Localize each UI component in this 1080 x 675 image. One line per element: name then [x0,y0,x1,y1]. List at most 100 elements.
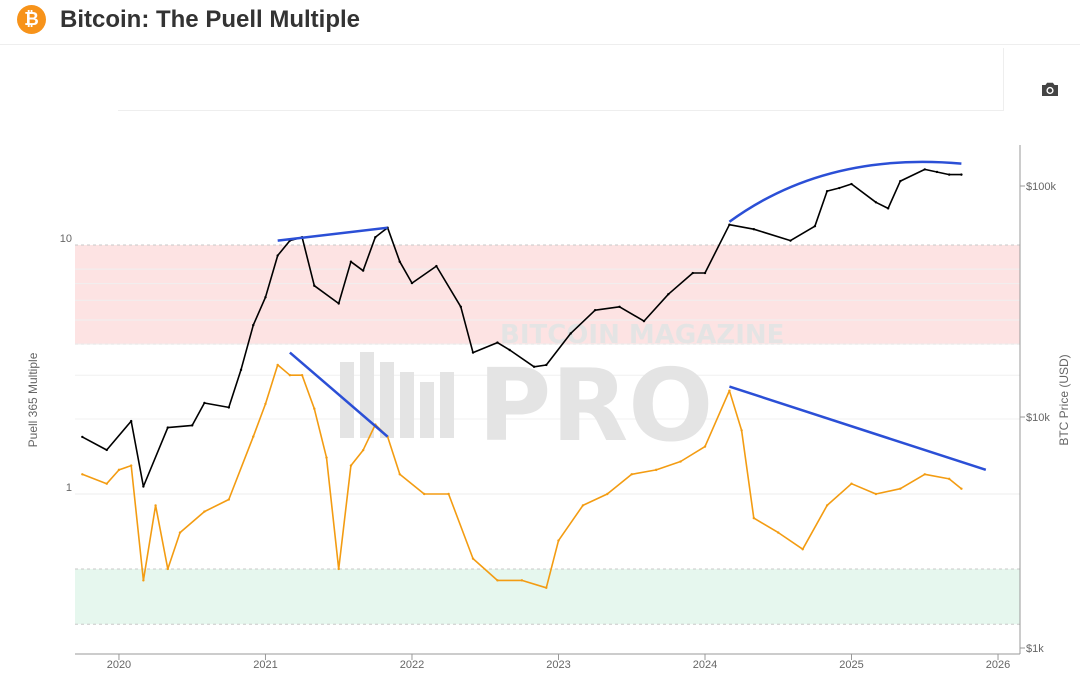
y-left-axis-title: Puell 365 Multiple [26,352,40,447]
btc-price-line [81,168,962,488]
puell-point [361,448,365,452]
bitcoin-icon: ₿ [17,5,46,34]
price-point [618,305,621,308]
puell-point [777,531,780,534]
puell-point [142,579,145,582]
y-right-tick-label: $1k [1026,643,1044,655]
puell-point [825,504,829,507]
puell-point [325,456,328,459]
price-point [313,284,316,287]
watermark-line2: PRO [478,347,713,464]
price-point [227,406,231,409]
price-point [203,401,206,405]
x-tick-label: 2021 [253,659,277,671]
puell-point [606,492,609,496]
price-point [728,223,731,226]
price-point [459,305,463,308]
trendline-1 [277,226,388,242]
price-point [81,435,84,439]
puell-point [300,373,304,377]
price-point [691,271,694,275]
puell-point [154,504,157,507]
price-point [264,296,267,299]
puell-point [496,579,499,582]
price-point [337,302,340,305]
puell-multiple-line [82,364,962,589]
watermark-line1: BITCOIN MAGAZINE [500,320,784,350]
puell-point [252,435,255,438]
price-point [349,260,353,263]
puell-point [105,482,108,485]
puell-point [520,579,524,582]
puell-point [264,402,267,406]
puell-point [203,510,206,513]
price-point [129,419,133,423]
puell-point [227,498,231,501]
puell-point [679,460,682,463]
puell-point [728,389,731,392]
price-point [142,485,145,488]
price-point [361,269,365,272]
price-point [374,236,377,239]
puell-point [276,363,279,367]
band-overheated [75,245,1020,345]
puell-point [557,539,560,542]
page-title: Bitcoin: The Puell Multiple [60,6,360,33]
puell-point [545,586,548,590]
price-point [752,228,756,231]
trendline-4 [729,385,987,472]
price-point [569,332,572,335]
y-right-tick-label: $100k [1026,181,1056,193]
puell-point [630,473,633,476]
trendline-3 [289,351,389,438]
puell-point [117,468,121,472]
price-point [191,424,194,427]
chart-toolbar [118,48,1004,111]
price-point [899,179,902,183]
x-tick-label: 2026 [986,659,1010,671]
puell-point [740,429,743,432]
puell-point [654,468,658,472]
price-point [508,348,511,352]
puell-point [850,482,853,485]
price-point [496,341,499,344]
price-point [960,173,963,176]
price-point [545,363,548,367]
price-point [252,323,255,327]
price-point [923,168,926,171]
puell-point [288,373,292,377]
price-point [435,264,438,268]
header: ₿ Bitcoin: The Puell Multiple [0,0,1080,45]
price-point [703,271,707,275]
price-point [166,426,169,429]
x-tick-label: 2022 [400,659,424,671]
trendline-2 [728,160,962,223]
price-point [593,308,597,312]
puell-point [923,473,926,476]
watermark: BITCOIN MAGAZINE PRO [340,320,784,464]
price-point [398,260,401,263]
price-point [276,254,279,257]
camera-icon[interactable] [1038,78,1062,102]
price-point [789,239,792,242]
puell-point [349,464,353,467]
band-undervalued [75,568,1020,625]
price-point [825,189,829,193]
price-point [471,351,475,354]
x-tick-label: 2024 [693,659,717,671]
price-point [947,173,951,176]
price-point [935,170,939,174]
puell-point [178,531,182,534]
puell-point [899,487,902,490]
puell-point [947,477,951,481]
puell-point [81,473,84,476]
x-tick-label: 2020 [107,659,131,671]
puell-point [422,492,426,496]
puell-point [960,487,963,490]
price-point [667,293,670,296]
price-point [838,186,841,190]
price-point [410,281,414,285]
puell-point [874,492,878,496]
price-point [642,319,646,323]
